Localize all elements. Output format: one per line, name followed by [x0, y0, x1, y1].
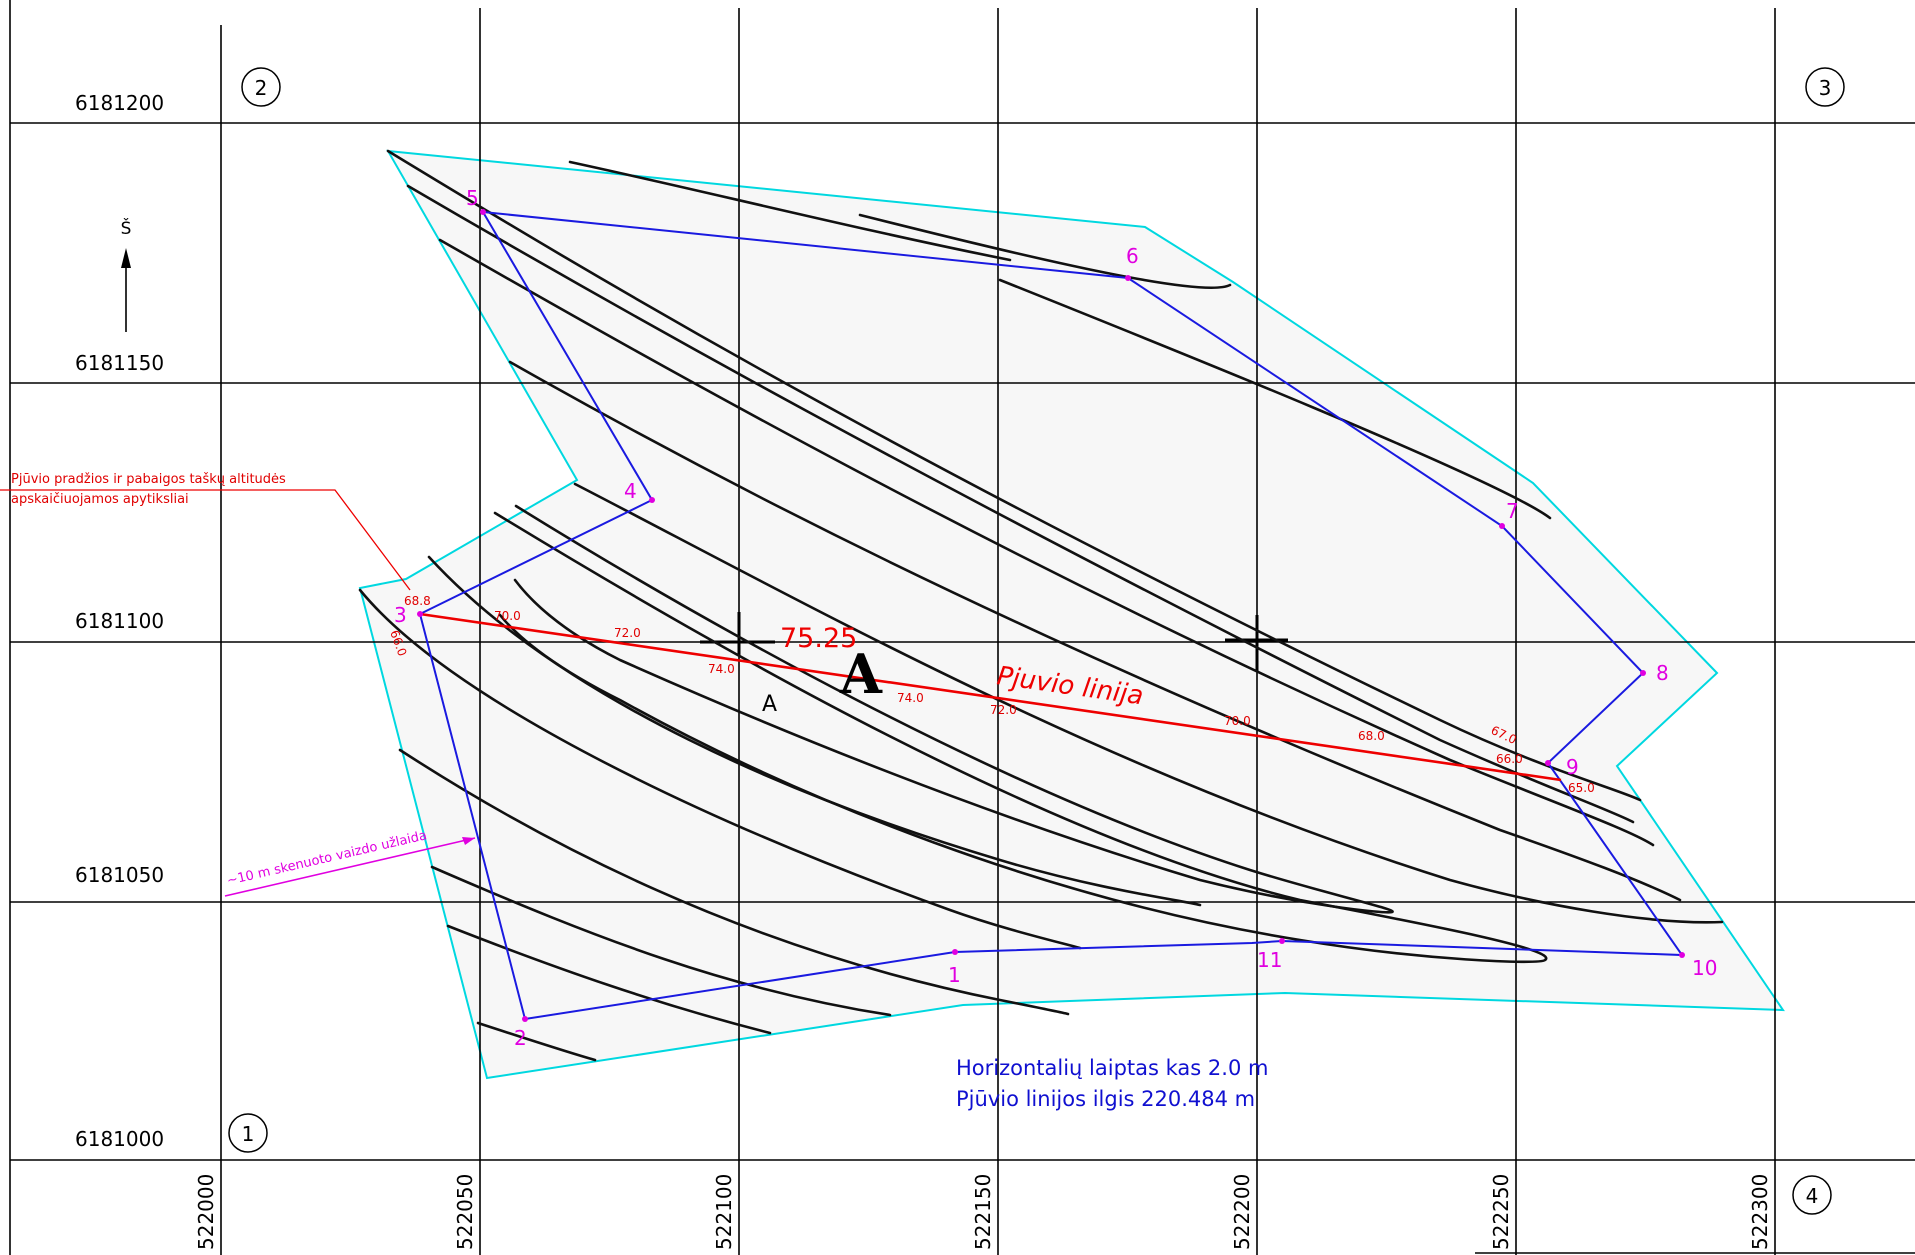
elevation-label: 74.0 — [708, 662, 735, 676]
svg-text:2: 2 — [255, 76, 268, 100]
y-label-6181000: 6181000 — [75, 1127, 164, 1151]
peak-elevation: 75.25 — [780, 623, 857, 654]
scan-margin-note: ~10 m skenuoto vaizdo užlaida — [226, 828, 429, 889]
elevation-label-start: 68.8 — [404, 594, 431, 608]
x-label-522150: 522150 — [971, 1174, 995, 1250]
survey-point-markers — [417, 209, 1685, 1022]
point-label-3: 3 — [394, 603, 407, 627]
section-mark-a: A — [762, 692, 777, 717]
contour-lines — [358, 149, 1724, 1062]
sheet-number-2: 2 — [241, 67, 281, 107]
point-label-5: 5 — [466, 186, 479, 210]
x-label-522000: 522000 — [194, 1174, 218, 1250]
x-label-522100: 522100 — [712, 1174, 736, 1250]
x-label-522250: 522250 — [1489, 1174, 1513, 1250]
sheet-number-1: 1 — [228, 1113, 268, 1153]
elevation-label: 66.0 — [1496, 752, 1523, 766]
sheet-number-3: 3 — [1805, 67, 1845, 107]
peak-marker: A — [839, 642, 883, 706]
point-label-8: 8 — [1656, 661, 1669, 685]
y-label-6181050: 6181050 — [75, 863, 164, 887]
north-arrow-icon: Š — [121, 217, 132, 332]
elevation-label: 68.0 — [1358, 729, 1385, 743]
y-label-6181200: 6181200 — [75, 91, 164, 115]
scan-leader — [224, 837, 476, 897]
point-label-10: 10 — [1692, 956, 1717, 980]
note-line-1: Pjūvio pradžios ir pabaigos taškų altitu… — [11, 472, 286, 487]
note-leader — [0, 489, 411, 591]
elevation-label: 72.0 — [990, 703, 1017, 717]
point-label-2: 2 — [514, 1026, 527, 1050]
point-label-4: 4 — [624, 479, 637, 503]
svg-text:3: 3 — [1819, 76, 1832, 100]
point-label-6: 6 — [1126, 244, 1139, 268]
y-label-6181100: 6181100 — [75, 609, 164, 633]
section-line — [419, 612, 1562, 782]
elevation-label: 72.0 — [614, 626, 641, 640]
x-label-522200: 522200 — [1230, 1174, 1254, 1250]
point-label-7: 7 — [1506, 499, 1519, 523]
x-label-522050: 522050 — [453, 1174, 477, 1250]
y-label-6181150: 6181150 — [75, 351, 164, 375]
section-length-text: Pjūvio linijos ilgis 220.484 m — [956, 1087, 1255, 1111]
sheet-number-4: 4 — [1792, 1175, 1832, 1215]
elevation-label: 70.0 — [1224, 714, 1251, 728]
svg-text:1: 1 — [242, 1122, 255, 1146]
elevation-label: 70.0 — [494, 609, 521, 623]
point-label-1: 1 — [948, 963, 961, 987]
survey-area-boundary — [358, 149, 1785, 1080]
svg-text:4: 4 — [1806, 1184, 1819, 1208]
elevation-label-end: 65.0 — [1568, 781, 1595, 795]
svg-text:Š: Š — [121, 217, 132, 239]
contour-interval-text: Horizontalių laiptas kas 2.0 m — [956, 1056, 1268, 1080]
note-line-2: apskaičiuojamos apytiksliai — [11, 492, 189, 507]
point-label-9: 9 — [1566, 755, 1579, 779]
point-label-11: 11 — [1257, 948, 1282, 972]
x-label-522300: 522300 — [1748, 1174, 1772, 1250]
elevation-label: 74.0 — [897, 691, 924, 705]
